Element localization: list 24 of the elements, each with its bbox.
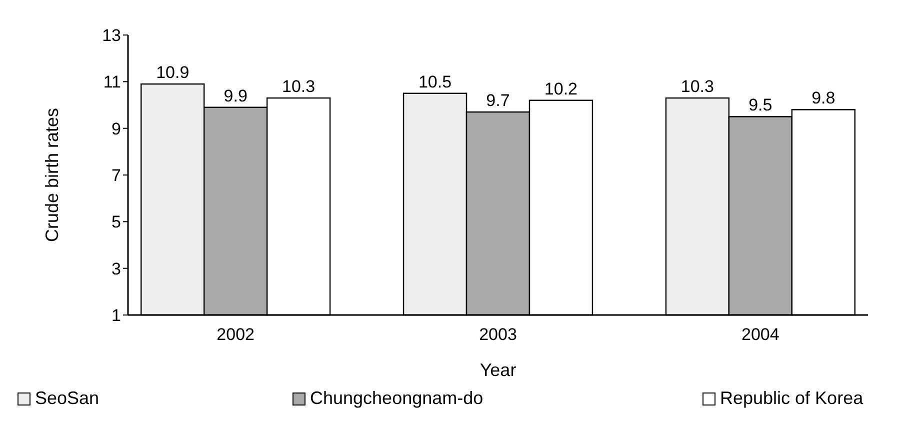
legend-label: SeoSan [35, 388, 100, 408]
data-label: 9.8 [812, 88, 836, 108]
data-label: 9.7 [486, 91, 510, 110]
x-tick-label: 2004 [741, 325, 780, 344]
x-tick-label: 2003 [479, 325, 517, 344]
y-tick-label: 3 [112, 259, 121, 278]
data-label: 10.3 [680, 77, 714, 96]
data-label: 10.3 [282, 77, 316, 96]
y-axis-title: Crude birth rates [42, 108, 62, 242]
data-label: 10.2 [544, 79, 578, 98]
legend-label: Chungcheongnam-do [310, 388, 484, 408]
y-tick-label: 11 [103, 72, 121, 92]
y-tick-label: 1 [112, 306, 121, 325]
data-label: 10.5 [418, 72, 452, 92]
y-tick-label: 9 [112, 119, 121, 138]
y-tick-label: 7 [112, 166, 121, 185]
x-axis-title: Year [480, 360, 516, 380]
y-tick-label: 5 [112, 212, 121, 232]
y-tick-label: 13 [102, 26, 121, 45]
data-label: 10.9 [156, 63, 190, 82]
data-label: 9.9 [224, 86, 248, 106]
x-tick-label: 2002 [216, 325, 255, 344]
legend-label: Republic of Korea [720, 388, 864, 408]
data-label: 9.5 [748, 96, 772, 115]
